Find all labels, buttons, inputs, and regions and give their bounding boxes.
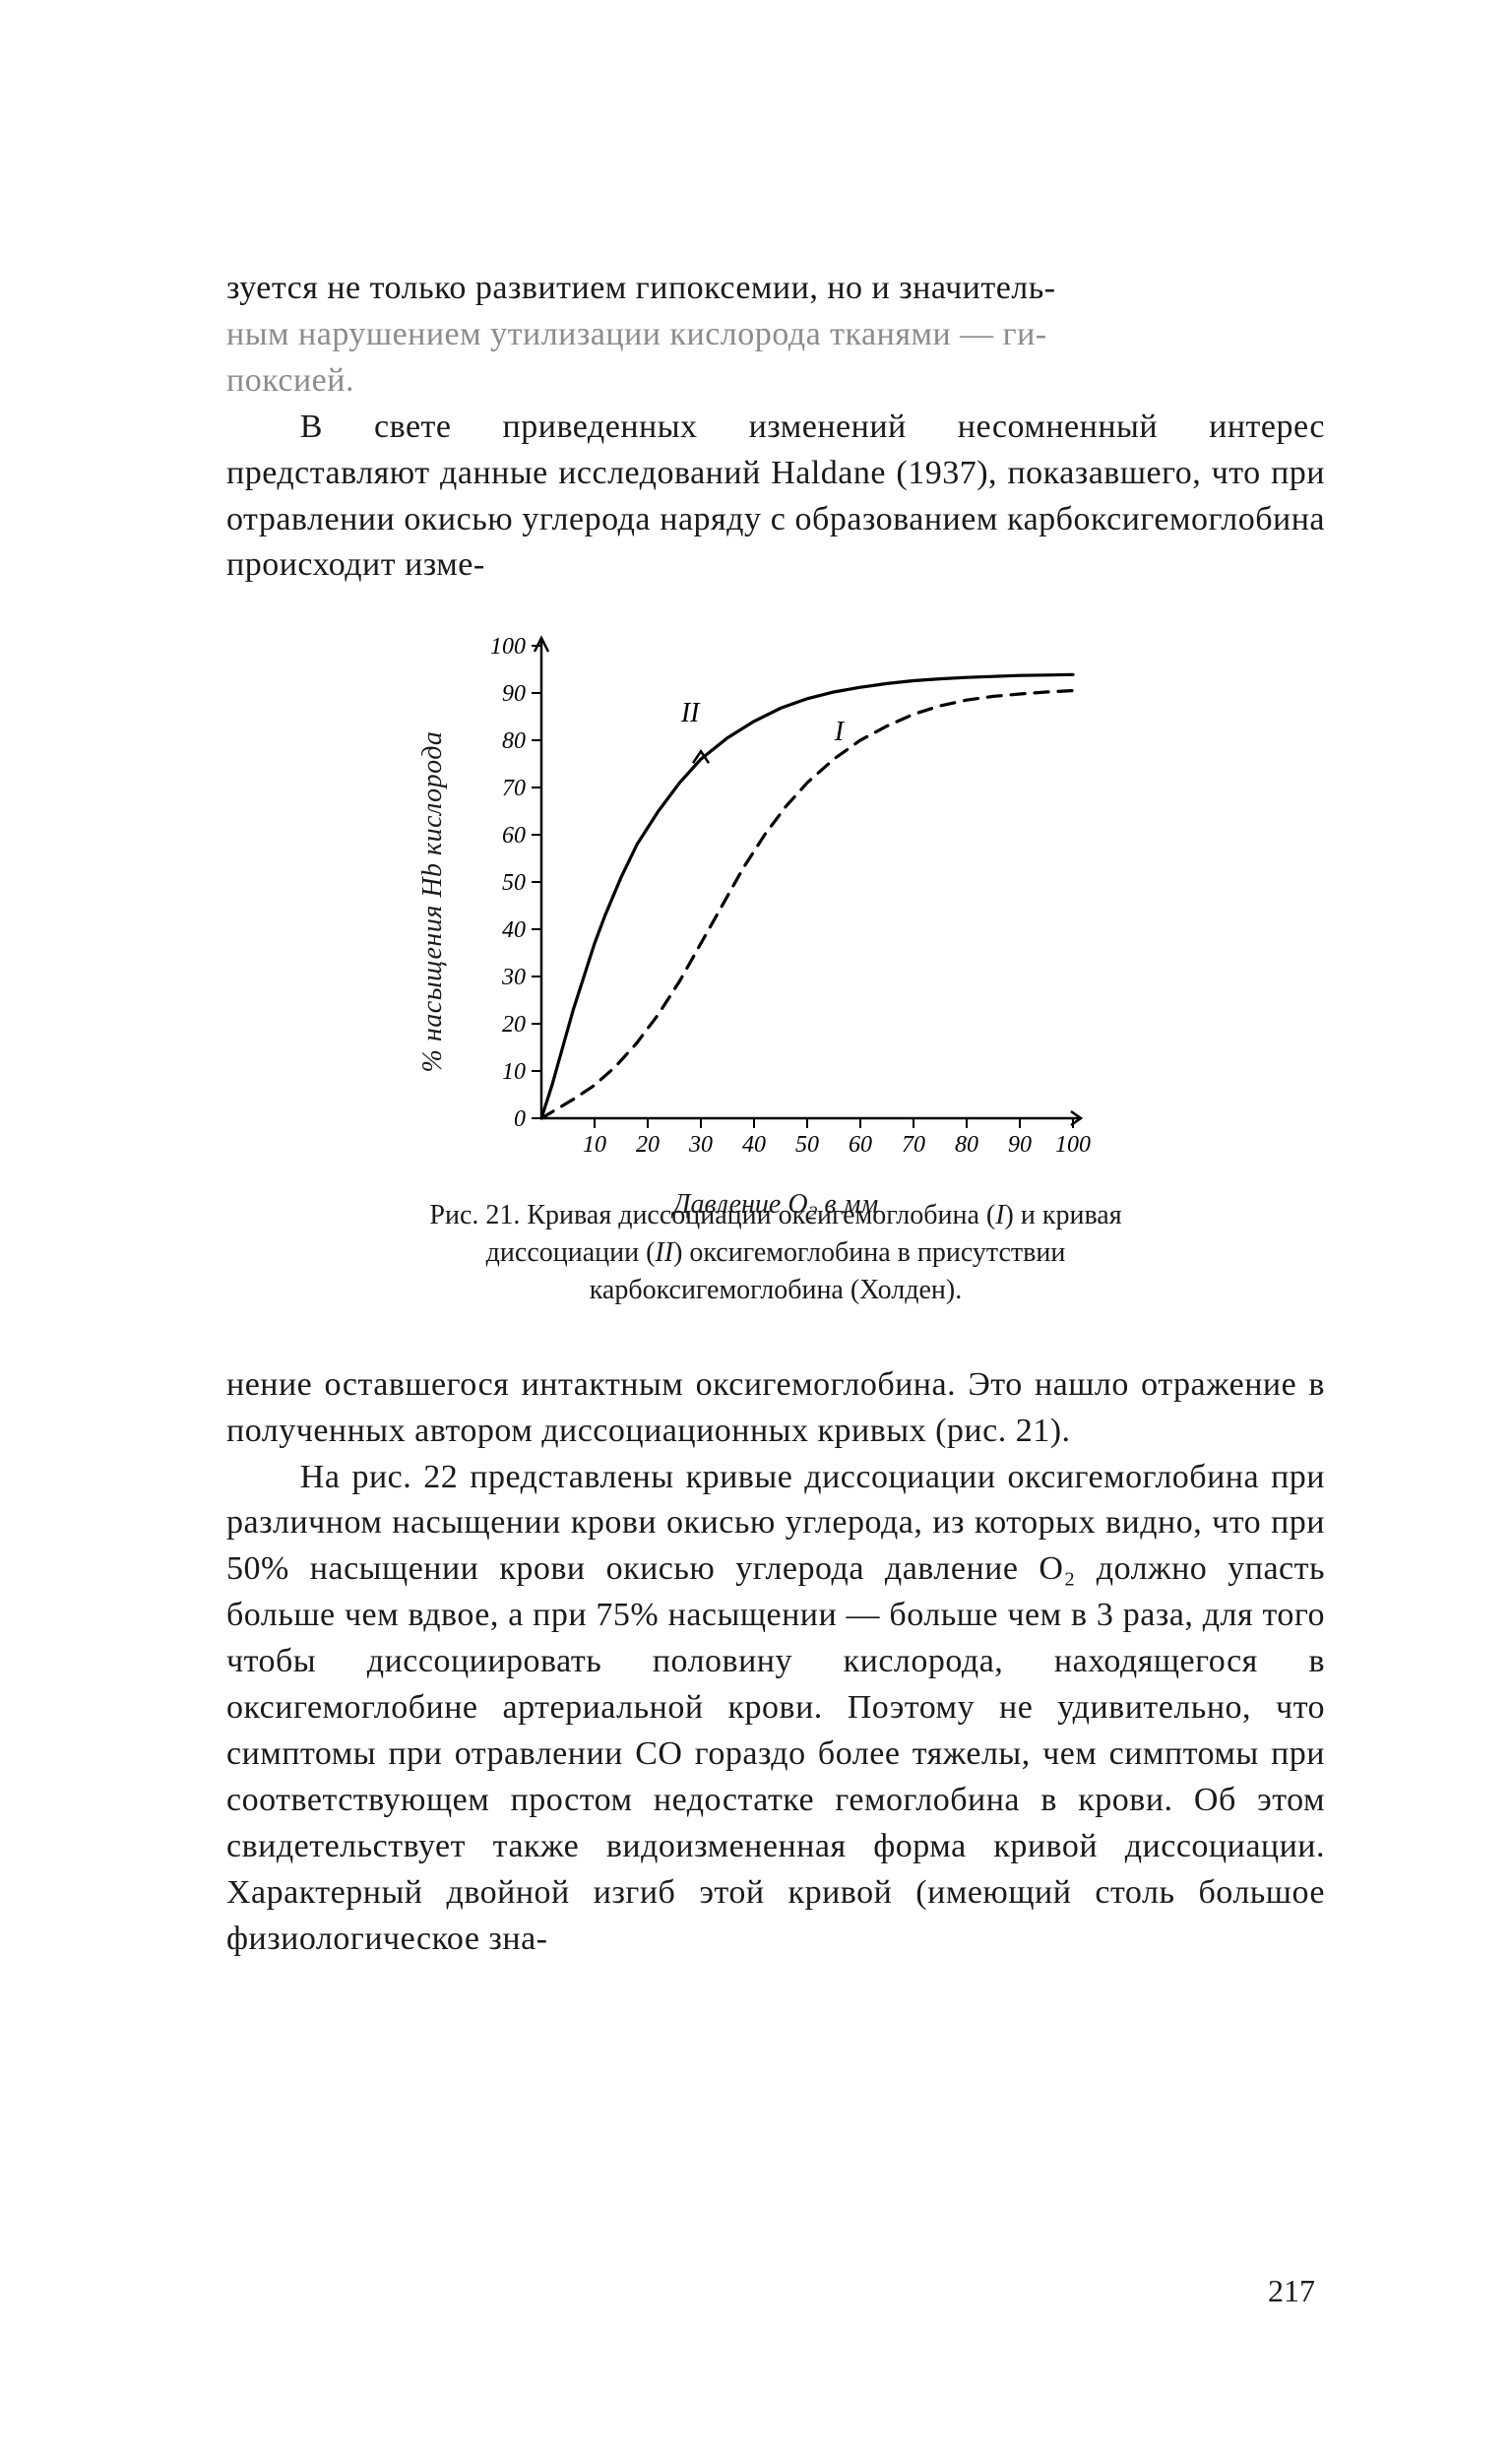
chart-svg: 10 20 30 40 50 60 70 80 90 100 0 10 20 30 40 50 60 70 80 90… xyxy=(451,626,1101,1177)
svg-text:90: 90 xyxy=(502,681,526,707)
body-text-lower: нение оставшегося интактным оксигемоглоб… xyxy=(226,1362,1325,1963)
svg-text:30: 30 xyxy=(688,1132,713,1158)
svg-text:50: 50 xyxy=(795,1132,819,1158)
svg-text:60: 60 xyxy=(849,1132,872,1158)
svg-text:60: 60 xyxy=(502,823,526,849)
page-number: 217 xyxy=(1268,2273,1315,2309)
para1-a: зуется не только развитием гипоксемии, н… xyxy=(226,270,1044,306)
para-1-line-1: зуется не только развитием гипоксемии, н… xyxy=(226,266,1325,312)
para-4: На рис. 22 представлены кривые диссоциац… xyxy=(226,1455,1325,1963)
svg-text:70: 70 xyxy=(502,776,526,801)
x-axis-label: Давление O2 в мм xyxy=(451,1189,1101,1226)
para-2: В свете приведенных изменений несомненны… xyxy=(226,405,1325,590)
svg-text:I: I xyxy=(834,717,846,747)
y-axis-label: % насыщения Hb кислорода xyxy=(417,731,449,1073)
svg-text:90: 90 xyxy=(1008,1132,1032,1158)
svg-text:0: 0 xyxy=(514,1106,526,1132)
svg-text:30: 30 xyxy=(501,965,526,990)
para-3: нение оставшегося интактным оксигемоглоб… xyxy=(226,1362,1325,1455)
page: зуется не только развитием гипоксемии, н… xyxy=(0,0,1512,2457)
chart: % насыщения Hb кислорода 102030405060708… xyxy=(451,626,1101,1177)
svg-text:50: 50 xyxy=(502,870,526,896)
para-1-faded2: поксией. xyxy=(226,358,1325,405)
svg-text:70: 70 xyxy=(902,1132,925,1158)
body-text-upper: зуется не только развитием гипоксемии, н… xyxy=(226,266,1325,589)
svg-text:40: 40 xyxy=(502,917,526,943)
figure-21: % насыщения Hb кислорода 10 20 30 40 50 60 70 8… xyxy=(387,626,1165,1308)
svg-text:80: 80 xyxy=(955,1132,978,1158)
svg-text:80: 80 xyxy=(502,728,526,754)
svg-text:20: 20 xyxy=(636,1132,660,1158)
svg-text:20: 20 xyxy=(502,1012,526,1038)
svg-text:100: 100 xyxy=(1055,1132,1091,1158)
svg-text:100: 100 xyxy=(490,634,526,660)
para-1-faded: ным нарушением утилизации кислорода ткан… xyxy=(226,312,1325,358)
svg-text:10: 10 xyxy=(502,1059,526,1085)
svg-text:II: II xyxy=(680,698,701,728)
svg-text:10: 10 xyxy=(583,1132,606,1158)
svg-text:40: 40 xyxy=(742,1132,766,1158)
